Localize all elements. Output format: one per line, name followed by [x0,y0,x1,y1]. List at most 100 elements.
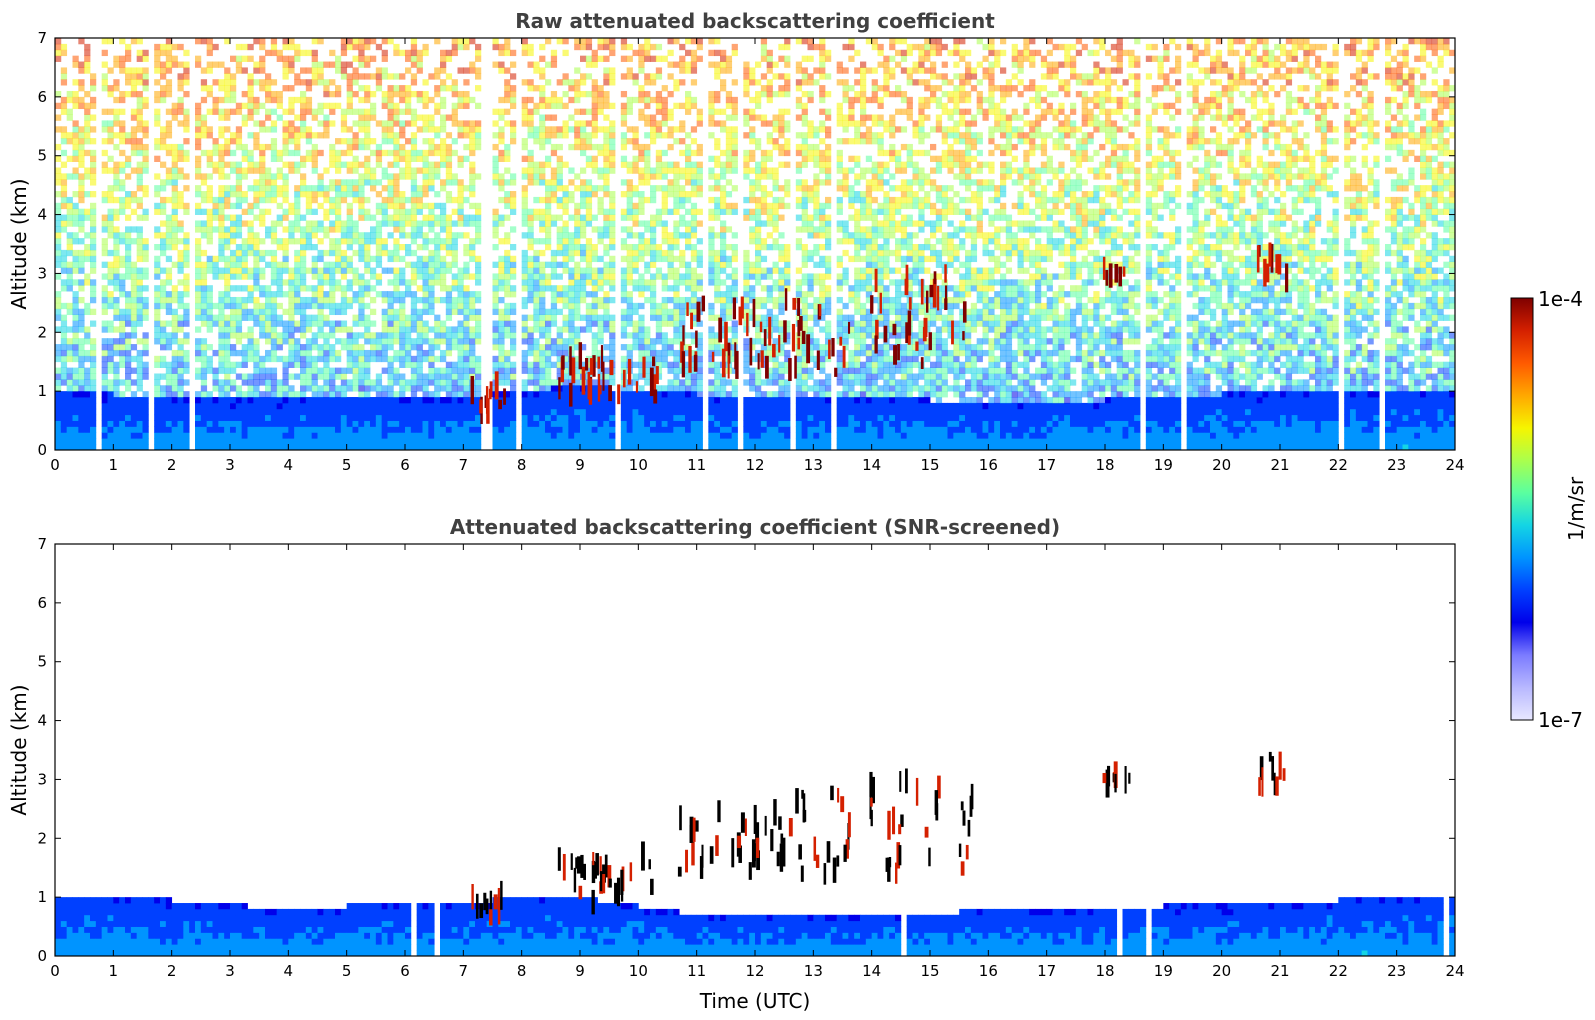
heatmap-cell [399,267,406,274]
heatmap-cell [521,255,528,263]
heatmap-cell [282,279,289,286]
heatmap-cell [527,326,534,333]
heatmap-cell [305,132,313,139]
heatmap-cell [323,132,330,139]
heatmap-cell [346,444,353,450]
heatmap-cell [545,314,552,321]
heatmap-cell [294,238,301,245]
heatmap-cell [603,132,610,139]
heatmap-cell [165,67,173,74]
heatmap-cell [405,196,412,204]
heatmap-cell [165,149,173,157]
heatmap-cell [661,196,668,204]
heatmap-cell [539,420,546,427]
heatmap-cell [200,226,208,233]
heatmap-cell [218,402,225,410]
heatmap-cell [469,361,476,368]
heatmap-cell [340,285,348,292]
heatmap-cell [650,344,657,351]
heatmap-cell [247,332,254,339]
heatmap-cell [90,320,97,327]
heatmap-cell [387,85,394,92]
heatmap-cell [632,397,639,404]
heatmap-cell [136,179,143,186]
heatmap-cell [638,355,645,363]
heatmap-cell [387,391,394,398]
heatmap-cell [125,302,132,310]
heatmap-cell [265,379,272,386]
heatmap-cell [253,367,260,374]
heatmap-cell [282,255,289,263]
heatmap-cell [136,90,143,98]
heatmap-cell [381,308,388,316]
heatmap-cell [195,61,202,68]
heatmap-cell [568,279,575,286]
heatmap-cell [160,397,167,404]
heatmap-cell [387,102,394,110]
heatmap-cell [498,49,505,57]
heatmap-cell [154,173,161,180]
heatmap-cell [265,338,272,345]
heatmap-cell [457,179,464,186]
heatmap-cell [107,249,114,257]
heatmap-cell [387,279,394,286]
heatmap-cell [72,408,79,416]
heatmap-cell [457,373,464,380]
heatmap-cell [521,108,528,115]
heatmap-cell [294,426,301,433]
heatmap-cell [609,408,616,416]
heatmap-cell [667,179,674,186]
heatmap-cell [644,444,651,450]
heatmap-cell [445,314,453,321]
heatmap-cell [661,444,668,450]
heatmap-cell [620,208,628,215]
heatmap-cell [603,161,610,168]
heatmap-cell [410,279,418,286]
heatmap-cell [620,108,628,115]
heatmap-cell [457,432,464,439]
heatmap-cell [527,220,534,227]
heatmap-cell [323,114,330,121]
heatmap-cell [661,432,668,439]
heatmap-cell [218,444,225,450]
heatmap-cell [620,73,628,80]
heatmap-cell [393,373,400,380]
heatmap-cell [475,308,482,316]
heatmap-cell [130,344,138,351]
heatmap-cell [620,120,628,127]
heatmap-cell [265,402,272,410]
heatmap-cell [387,114,394,121]
heatmap-cell [585,444,593,450]
heatmap-cell [562,126,569,133]
heatmap-cell [510,432,517,439]
heatmap-cell [440,420,447,427]
heatmap-cell [475,338,482,345]
heatmap-cell [323,444,330,450]
heatmap-cell [527,96,534,104]
heatmap-cell [60,344,68,351]
heatmap-cell [609,161,616,168]
heatmap-cell [235,402,243,410]
heatmap-cell [416,326,423,333]
heatmap-cell [387,191,394,198]
heatmap-cell [311,261,318,268]
heatmap-cell [381,102,388,110]
heatmap-cell [410,155,418,162]
heatmap-cell [230,79,237,86]
heatmap-cell [422,185,429,192]
heatmap-cell [125,173,132,180]
heatmap-cell [55,373,62,380]
heatmap-cell [609,132,616,139]
heatmap-cell [311,408,318,416]
heatmap-cell [416,191,423,198]
heatmap-cell [66,338,73,345]
heatmap-cell [107,90,114,98]
heatmap-cell [644,326,651,333]
heatmap-cell [160,414,167,421]
heatmap-cell [667,126,674,133]
heatmap-cell [521,361,528,368]
heatmap-cell [609,191,616,198]
heatmap-cell [469,438,476,445]
heatmap-cell [55,408,62,416]
heatmap-cell [259,420,266,427]
